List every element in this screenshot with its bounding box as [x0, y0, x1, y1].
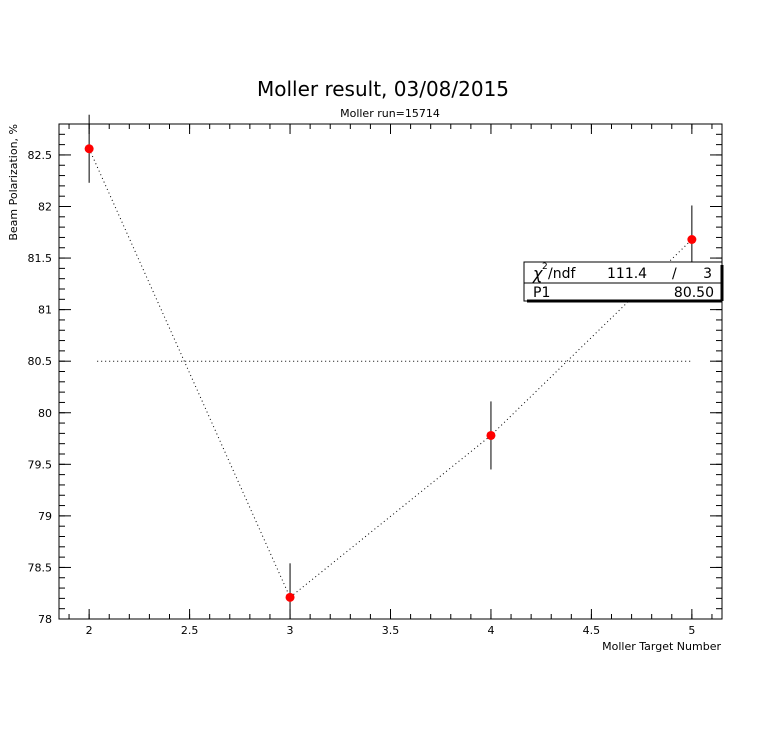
x-tick-label: 2.5: [181, 624, 199, 637]
y-axis-label: Beam Polarization, %: [7, 124, 20, 241]
stats-p1-value: 80.50: [674, 285, 714, 301]
data-point: [486, 430, 496, 440]
y-axis-tick-labels: 78 78.5 79 79.5 80 80.5 81 81.5 82 82.5: [28, 149, 53, 626]
data-points-layer: [84, 114, 697, 619]
y-tick-label: 78.5: [28, 561, 53, 574]
series-connecting-line: [88, 148, 693, 599]
stats-box: χ 2 /ndf 111.4 / 3 P1 80.50: [523, 261, 724, 303]
stats-chi2-value: 111.4: [607, 266, 647, 282]
x-tick-label: 4: [487, 624, 494, 637]
y-tick-label: 82: [38, 201, 52, 214]
stats-separator: /: [672, 266, 677, 282]
plot-frame: [58, 123, 723, 620]
x-tick-label: 3: [287, 624, 294, 637]
y-tick-label: 82.5: [28, 149, 53, 162]
chart-subtitle: Moller run=15714: [340, 107, 440, 120]
y-tick-label: 81: [38, 304, 52, 317]
stats-ndf-value: 3: [703, 266, 712, 282]
x-tick-label: 4.5: [583, 624, 601, 637]
x-tick-label: 3.5: [382, 624, 400, 637]
y-tick-label: 78: [38, 613, 52, 626]
data-point: [84, 144, 94, 154]
stats-chi-superscript: 2: [542, 262, 548, 272]
stats-chi-symbol: χ: [532, 264, 543, 283]
data-point: [687, 235, 697, 244]
x-axis-label: Moller Target Number: [602, 640, 721, 653]
connecting-line-layer: [88, 148, 693, 599]
stats-p1-label: P1: [533, 285, 550, 301]
x-axis-ticks: [68, 124, 713, 619]
y-tick-label: 80.5: [28, 355, 53, 368]
y-tick-label: 80: [38, 407, 52, 420]
x-tick-label: 5: [688, 624, 695, 637]
stats-ndf-label: /ndf: [548, 266, 576, 282]
y-tick-label: 79.5: [28, 458, 53, 471]
x-axis-tick-labels: 2 2.5 3 3.5 4 4.5 5: [86, 624, 696, 637]
y-tick-label: 79: [38, 510, 52, 523]
x-tick-label: 2: [86, 624, 93, 637]
y-tick-label: 81.5: [28, 252, 53, 265]
stats-box-frame: [523, 261, 723, 302]
y-axis-ticks: [59, 123, 722, 620]
data-point: [285, 592, 295, 602]
chart-title: Moller result, 03/08/2015: [257, 77, 509, 101]
